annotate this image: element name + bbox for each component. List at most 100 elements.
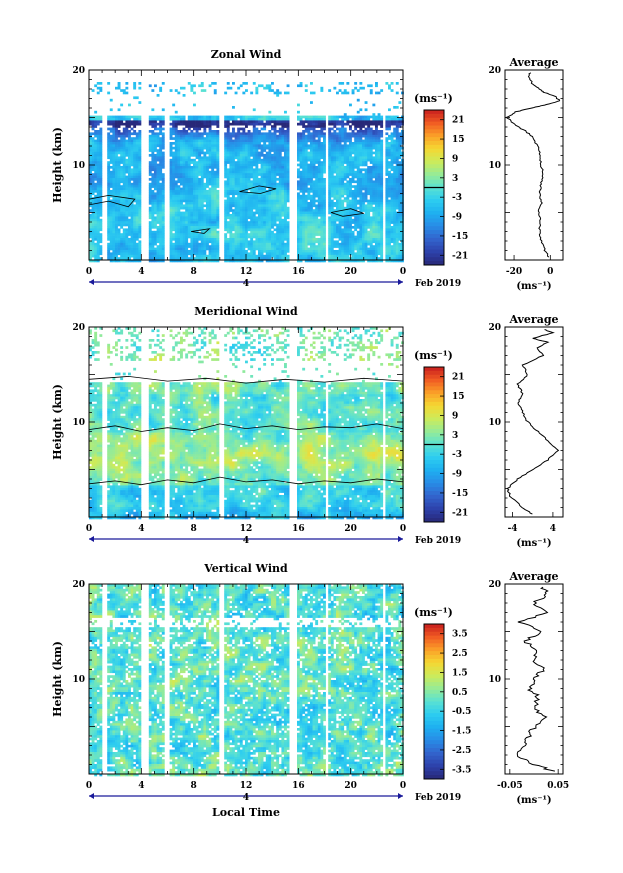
heatmap-cell <box>320 192 323 195</box>
heatmap-cell <box>248 185 251 188</box>
heatmap-cell <box>339 154 342 157</box>
heatmap-cell <box>154 154 157 157</box>
heatmap-cell <box>203 164 206 167</box>
heatmap-cell <box>201 238 204 241</box>
heatmap-cell <box>138 183 141 186</box>
heatmap-cell <box>94 154 97 157</box>
heatmap-cell <box>175 214 178 217</box>
heatmap-cell <box>237 166 240 169</box>
heatmap-cell <box>227 197 230 200</box>
heatmap-cell <box>224 216 227 219</box>
heatmap-cell <box>201 219 204 222</box>
heatmap-cell <box>188 149 191 152</box>
heatmap-cell <box>297 224 300 227</box>
heatmap-cell <box>232 173 235 176</box>
heatmap-cell <box>255 212 258 215</box>
heatmap-cell <box>180 180 183 183</box>
heatmap-cell <box>115 154 118 157</box>
heatmap-cell <box>180 195 183 198</box>
heatmap-cell <box>242 248 245 251</box>
heatmap-cell <box>232 224 235 227</box>
heatmap-cell <box>185 216 188 219</box>
heatmap-cell <box>339 144 342 147</box>
heatmap-cell <box>232 132 235 135</box>
heatmap-cell <box>297 156 300 159</box>
heatmap-cell <box>279 161 282 164</box>
heatmap-cell <box>99 140 102 143</box>
heatmap-cell <box>157 202 160 205</box>
heatmap-cell <box>112 135 115 138</box>
heatmap-cell <box>154 84 157 87</box>
heatmap-cell <box>206 161 209 164</box>
heatmap-cell <box>300 84 303 87</box>
heatmap-cell <box>94 228 97 231</box>
heatmap-cell <box>253 214 256 217</box>
heatmap-cell <box>248 240 251 243</box>
heatmap-cell <box>255 168 258 171</box>
heatmap-cell <box>180 161 183 164</box>
heatmap-cell <box>201 159 204 162</box>
heatmap-cell <box>123 116 126 119</box>
heatmap-cell <box>120 216 123 219</box>
heatmap-cell <box>279 178 282 181</box>
heatmap-cell <box>188 188 191 191</box>
heatmap-cell <box>341 166 344 169</box>
heatmap-cell <box>120 123 123 126</box>
heatmap-cell <box>242 226 245 229</box>
heatmap-cell <box>151 233 154 236</box>
heatmap-cell <box>198 164 201 167</box>
heatmap-cell <box>136 248 139 251</box>
heatmap-cell <box>245 257 248 260</box>
heatmap-cell <box>281 147 284 150</box>
heatmap-cell <box>235 152 238 155</box>
heatmap-cell <box>307 255 310 258</box>
heatmap-cell <box>151 219 154 222</box>
heatmap-cell <box>287 188 290 191</box>
heatmap-cell <box>253 195 256 198</box>
heatmap-cell <box>315 192 318 195</box>
heatmap-cell <box>307 188 310 191</box>
heatmap-cell <box>224 200 227 203</box>
heatmap-cell <box>177 118 180 121</box>
heatmap-cell <box>315 142 318 145</box>
heatmap-cell <box>185 176 188 179</box>
heatmap-cell <box>92 245 95 248</box>
heatmap-cell <box>97 171 100 174</box>
heatmap-cell <box>125 240 128 243</box>
heatmap-cell <box>341 147 344 150</box>
heatmap-cell <box>118 197 121 200</box>
heatmap-cell <box>302 221 305 224</box>
heatmap-cell <box>112 212 115 215</box>
heatmap-cell <box>328 149 331 152</box>
heatmap-cell <box>300 226 303 229</box>
heatmap-cell <box>339 197 342 200</box>
heatmap-cell <box>341 216 344 219</box>
heatmap-cell <box>110 190 113 193</box>
heatmap-cell <box>320 252 323 255</box>
heatmap-cell <box>250 152 253 155</box>
heatmap-cell <box>245 125 248 128</box>
heatmap-cell <box>313 238 316 241</box>
heatmap-cell <box>214 257 217 260</box>
heatmap-cell <box>266 224 269 227</box>
heatmap-cell <box>110 233 113 236</box>
heatmap-cell <box>131 137 134 140</box>
heatmap-cell <box>333 137 336 140</box>
heatmap-cell <box>248 166 251 169</box>
heatmap-cell <box>203 204 206 207</box>
heatmap-cell <box>229 161 232 164</box>
heatmap-cell <box>323 188 326 191</box>
heatmap-cell <box>128 252 131 255</box>
heatmap-cell <box>211 173 214 176</box>
heatmap-cell <box>203 116 206 119</box>
heatmap-cell <box>255 195 258 198</box>
heatmap-cell <box>318 132 321 135</box>
heatmap-cell <box>149 137 152 140</box>
heatmap-cell <box>232 190 235 193</box>
heatmap-cell <box>209 221 212 224</box>
heatmap-cell <box>315 248 318 251</box>
heatmap-cell <box>211 197 214 200</box>
heatmap-cell <box>211 178 214 181</box>
heatmap-cell <box>253 149 256 152</box>
heatmap-cell <box>229 154 232 157</box>
